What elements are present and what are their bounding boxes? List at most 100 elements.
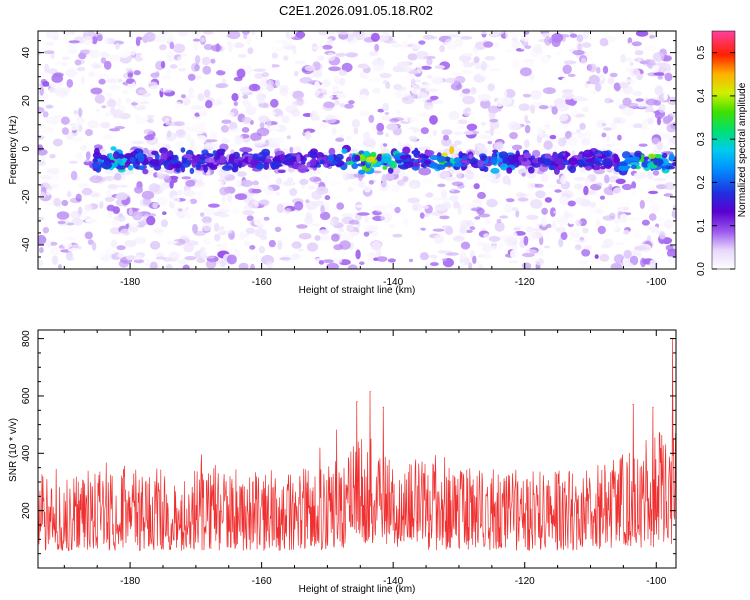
- noise-speckle: [471, 219, 480, 223]
- noise-speckle: [433, 234, 445, 244]
- noise-speckle: [538, 248, 544, 257]
- noise-speckle: [85, 151, 91, 160]
- noise-speckle: [615, 97, 621, 107]
- noise-speckle: [221, 138, 230, 144]
- noise-speckle: [460, 241, 471, 250]
- colorbar-tick-label: 0.1: [696, 218, 707, 232]
- noise-speckle: [511, 144, 523, 151]
- noise-speckle: [205, 100, 213, 109]
- noise-speckle: [531, 149, 541, 158]
- noise-speckle: [66, 79, 74, 88]
- noise-speckle: [439, 45, 445, 53]
- noise-speckle: [633, 172, 647, 180]
- spectrogram-y-ticks: -40 -20 0 20 40: [21, 40, 676, 270]
- echo-band-cell: [500, 163, 508, 171]
- noise-speckle: [453, 80, 459, 86]
- noise-speckle: [313, 200, 325, 207]
- noise-speckle: [250, 263, 255, 269]
- noise-speckle: [382, 31, 390, 41]
- noise-speckle: [256, 93, 265, 102]
- noise-speckle: [186, 240, 199, 246]
- noise-speckle: [379, 72, 392, 79]
- noise-speckle: [96, 34, 103, 42]
- noise-speckle: [189, 198, 198, 204]
- noise-speckle: [146, 114, 155, 119]
- noise-speckle: [649, 35, 656, 39]
- noise-speckle: [271, 52, 278, 59]
- noise-speckle: [319, 229, 330, 235]
- noise-speckle: [634, 245, 647, 251]
- noise-speckle: [453, 201, 461, 209]
- echo-band-cell: [585, 158, 594, 163]
- noise-speckle: [105, 248, 117, 255]
- noise-speckle: [392, 65, 405, 73]
- noise-speckle: [42, 81, 50, 87]
- noise-speckle: [574, 239, 588, 243]
- noise-speckle: [167, 57, 175, 63]
- noise-speckle: [629, 61, 634, 67]
- noise-speckle: [115, 42, 120, 50]
- noise-speckle: [274, 168, 280, 174]
- noise-speckle: [159, 31, 169, 35]
- noise-speckle: [521, 172, 526, 177]
- noise-speckle: [332, 90, 344, 95]
- noise-speckle: [186, 200, 192, 205]
- noise-speckle: [448, 111, 460, 120]
- noise-speckle: [383, 143, 388, 147]
- noise-speckle: [579, 122, 586, 130]
- noise-speckle: [393, 84, 403, 91]
- noise-speckle: [292, 146, 302, 155]
- noise-speckle: [329, 218, 339, 227]
- noise-speckle: [312, 68, 323, 78]
- noise-speckle: [249, 254, 258, 261]
- noise-speckle: [102, 133, 114, 140]
- noise-speckle: [159, 44, 167, 51]
- echo-band-cell: [490, 167, 500, 174]
- echo-band-cell: [221, 165, 233, 171]
- noise-speckle: [645, 105, 655, 115]
- noise-speckle: [375, 204, 387, 213]
- noise-speckle: [45, 104, 54, 109]
- noise-speckle: [220, 202, 233, 209]
- noise-speckle: [395, 109, 401, 116]
- noise-speckle: [621, 183, 633, 191]
- echo-band-cell: [359, 153, 366, 162]
- noise-speckle: [549, 134, 557, 140]
- noise-speckle: [78, 124, 83, 133]
- noise-speckle: [601, 132, 607, 138]
- noise-speckle: [563, 210, 570, 220]
- echo-band-cell: [419, 153, 425, 159]
- noise-speckle: [214, 233, 221, 242]
- noise-speckle: [602, 215, 616, 221]
- noise-speckle: [598, 73, 605, 81]
- noise-speckle: [463, 52, 473, 57]
- echo-band-cell: [283, 159, 295, 166]
- noise-speckle: [38, 191, 46, 199]
- noise-speckle: [444, 176, 457, 182]
- snr-peak-point: [356, 401, 358, 403]
- noise-speckle: [231, 128, 241, 133]
- snr-frame: [37, 329, 677, 569]
- noise-speckle: [513, 227, 521, 231]
- noise-speckle: [477, 93, 491, 102]
- noise-speckle: [169, 41, 175, 50]
- noise-speckle: [344, 230, 351, 237]
- noise-speckle: [269, 124, 281, 131]
- x-tick-label: -120: [515, 277, 535, 288]
- echo-band-cell: [523, 152, 532, 159]
- noise-speckle: [247, 47, 254, 55]
- noise-speckle: [180, 125, 192, 131]
- noise-speckle: [468, 262, 473, 269]
- noise-speckle: [205, 259, 217, 269]
- noise-speckle: [242, 31, 250, 35]
- noise-speckle: [278, 84, 290, 93]
- noise-speckle: [202, 31, 214, 35]
- noise-speckle: [554, 189, 562, 193]
- noise-speckle: [357, 212, 370, 216]
- noise-speckle: [71, 244, 82, 249]
- noise-speckle: [51, 73, 63, 83]
- noise-speckle: [147, 118, 154, 124]
- noise-speckle: [562, 64, 572, 75]
- noise-speckle: [370, 144, 375, 149]
- noise-speckle: [623, 229, 630, 235]
